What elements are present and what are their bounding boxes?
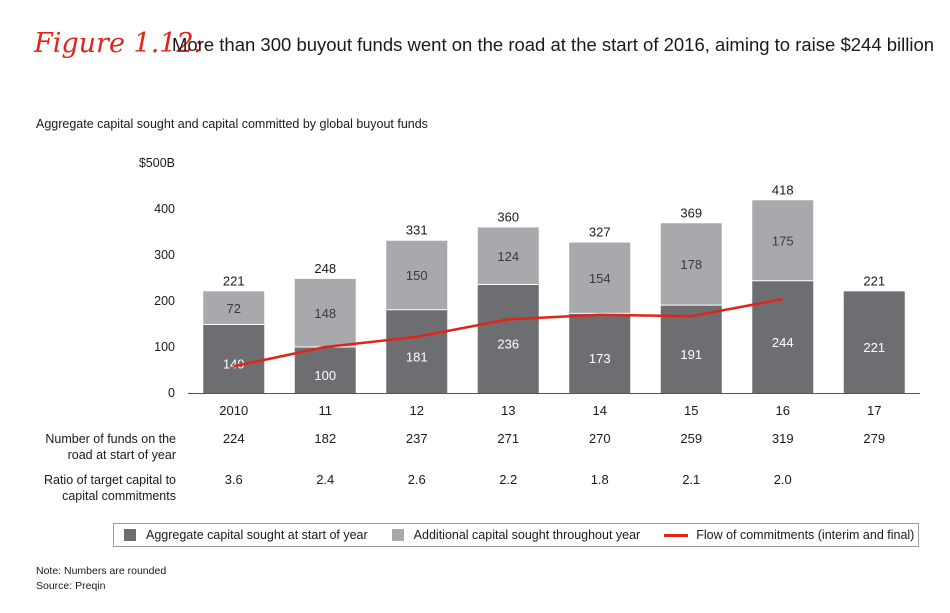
bar-aggregate: [203, 324, 265, 393]
total-label: 221: [863, 273, 885, 288]
total-label: 418: [772, 182, 794, 197]
y-tick-label: 100: [154, 340, 175, 354]
y-tick-label: 400: [154, 202, 175, 216]
ratio-value: 2.1: [682, 472, 700, 487]
bar-additional: [294, 278, 356, 347]
row-label-funds: Number of funds on the road at start of …: [45, 432, 176, 462]
total-label: 221: [223, 273, 245, 288]
legend-label-aggregate: Aggregate capital sought at start of yea…: [146, 528, 368, 542]
ratio-value: 2.6: [408, 472, 426, 487]
bar-additional: [660, 223, 722, 306]
legend-item-flow: Flow of commitments (interim and final): [664, 528, 914, 542]
chart-subtitle: Aggregate capital sought and capital com…: [36, 117, 428, 131]
ratio-value: 2.0: [774, 472, 792, 487]
bar-additional: [569, 242, 631, 314]
x-tick-label: 12: [410, 403, 424, 418]
bar-aggregate: [843, 291, 905, 393]
data-label-additional: 148: [314, 306, 336, 321]
bar-additional: [203, 291, 265, 325]
note-text: Note: Numbers are rounded: [36, 565, 167, 577]
funds-count-value: 279: [863, 431, 885, 446]
bar-additional: [477, 227, 539, 285]
data-label-additional: 124: [497, 249, 519, 264]
legend-swatch-light: [391, 529, 404, 541]
ratio-value: 1.8: [591, 472, 609, 487]
x-tick-label: 13: [501, 403, 515, 418]
data-label-aggregate: 100: [314, 368, 336, 383]
funds-count-value: 271: [497, 431, 519, 446]
x-tick-label: 16: [776, 403, 790, 418]
x-tick-label: 15: [684, 403, 698, 418]
bar-aggregate: [477, 284, 539, 393]
data-label-aggregate: 244: [772, 335, 794, 350]
funds-count-value: 224: [223, 431, 245, 446]
ratio-value: 2.2: [499, 472, 517, 487]
data-label-aggregate: 236: [497, 337, 519, 352]
funds-count-value: 319: [772, 431, 794, 446]
x-tick-label: 14: [593, 403, 607, 418]
total-label: 360: [497, 209, 519, 224]
x-tick-label: 2010: [219, 403, 248, 418]
bar-additional: [752, 200, 814, 281]
data-label-additional: 154: [589, 271, 611, 286]
data-label-aggregate: 173: [589, 351, 611, 366]
y-tick-label: $500B: [139, 156, 175, 170]
funds-count-value: 182: [314, 431, 336, 446]
bar-aggregate: [294, 347, 356, 393]
data-label-additional: 150: [406, 268, 428, 283]
ratio-value: 2.4: [316, 472, 334, 487]
total-label: 327: [589, 225, 611, 240]
y-tick-label: 200: [154, 294, 175, 308]
chart-legend: Aggregate capital sought at start of yea…: [113, 523, 919, 547]
y-tick-label: 300: [154, 248, 175, 262]
y-tick-label: 0: [168, 386, 175, 400]
legend-label-additional: Additional capital sought throughout yea…: [413, 528, 641, 542]
legend-item-aggregate: Aggregate capital sought at start of yea…: [124, 528, 368, 542]
data-label-additional: 175: [772, 234, 794, 249]
legend-swatch-dark: [124, 529, 136, 541]
funds-count-value: 237: [406, 431, 428, 446]
data-label-additional: 178: [680, 257, 702, 272]
data-label-aggregate: 181: [406, 349, 428, 364]
row-label-ratio: Ratio of target capital to capital commi…: [43, 473, 176, 503]
x-tick-label: 11: [319, 403, 333, 418]
funds-count-value: 259: [680, 431, 702, 446]
x-tick-label: 17: [867, 403, 881, 418]
data-label-aggregate: 149: [223, 357, 245, 372]
bar-aggregate: [386, 309, 448, 393]
figure-label: Figure 1.12:: [34, 28, 203, 59]
bar-additional: [386, 240, 448, 310]
data-label-aggregate: 221: [863, 340, 885, 355]
legend-item-additional: Additional capital sought throughout yea…: [391, 528, 641, 542]
source-text: Source: Preqin: [36, 580, 106, 592]
data-label-additional: 72: [227, 301, 241, 316]
ratio-value: 3.6: [225, 472, 243, 487]
legend-swatch-line: [664, 533, 689, 537]
total-label: 331: [406, 223, 428, 238]
funds-count-value: 270: [589, 431, 611, 446]
total-label: 248: [314, 261, 336, 276]
legend-label-flow: Flow of commitments (interim and final): [696, 528, 915, 542]
bar-aggregate: [569, 313, 631, 393]
bar-aggregate: [660, 305, 722, 393]
figure-title: More than 300 buyout funds went on the r…: [172, 34, 935, 55]
data-label-aggregate: 191: [680, 347, 702, 362]
total-label: 369: [680, 205, 702, 220]
